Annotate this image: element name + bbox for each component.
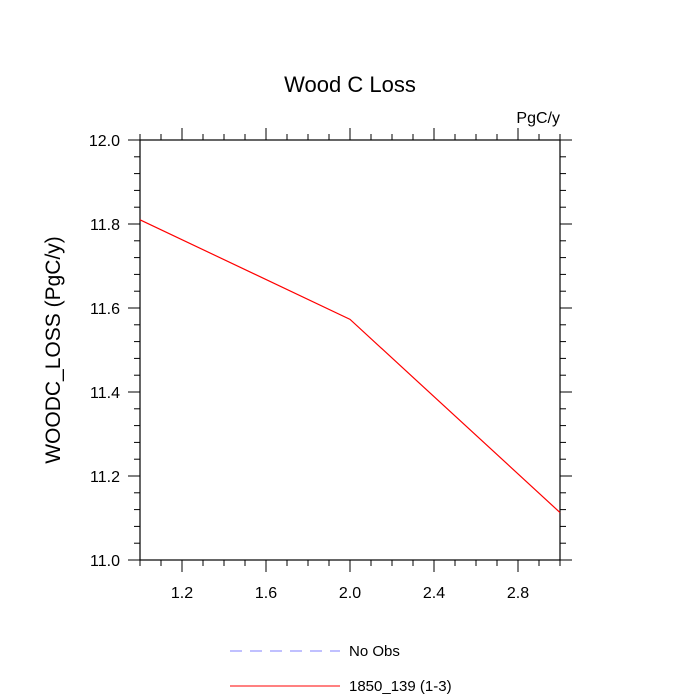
y-axis-label: WOODC_LOSS (PgC/y): [42, 236, 65, 464]
y-tick-label: 11.0: [90, 553, 120, 570]
x-tick-label: 2.8: [507, 585, 529, 602]
axes: 1.2 1.6 2.0 2.4 2.8 11.0 11.2 11.4 11.6 11.8 12.0: [89, 128, 572, 602]
y-tick-label: 11.2: [90, 469, 120, 486]
legend: No Obs 1850_139 (1-3): [230, 643, 452, 695]
x-tick-label: 2.0: [339, 585, 361, 602]
legend-label-1: 1850_139 (1-3): [349, 678, 452, 695]
x-tick-label: 2.4: [423, 585, 445, 602]
plot-frame: [139, 139, 561, 561]
y-tick-label: 11.4: [90, 385, 120, 402]
y-tick-label: 12.0: [89, 133, 120, 150]
x-tick-label: 1.6: [255, 585, 277, 602]
units-label: PgC/y: [516, 110, 560, 127]
chart-title: Wood C Loss: [284, 72, 416, 97]
legend-label-0: No Obs: [349, 643, 400, 660]
x-tick-label: 1.2: [171, 585, 193, 602]
y-tick-label: 11.6: [90, 301, 120, 318]
y-tick-label: 11.8: [90, 217, 120, 234]
plot-lines: [139, 219, 561, 513]
series-line-1: [139, 219, 561, 513]
